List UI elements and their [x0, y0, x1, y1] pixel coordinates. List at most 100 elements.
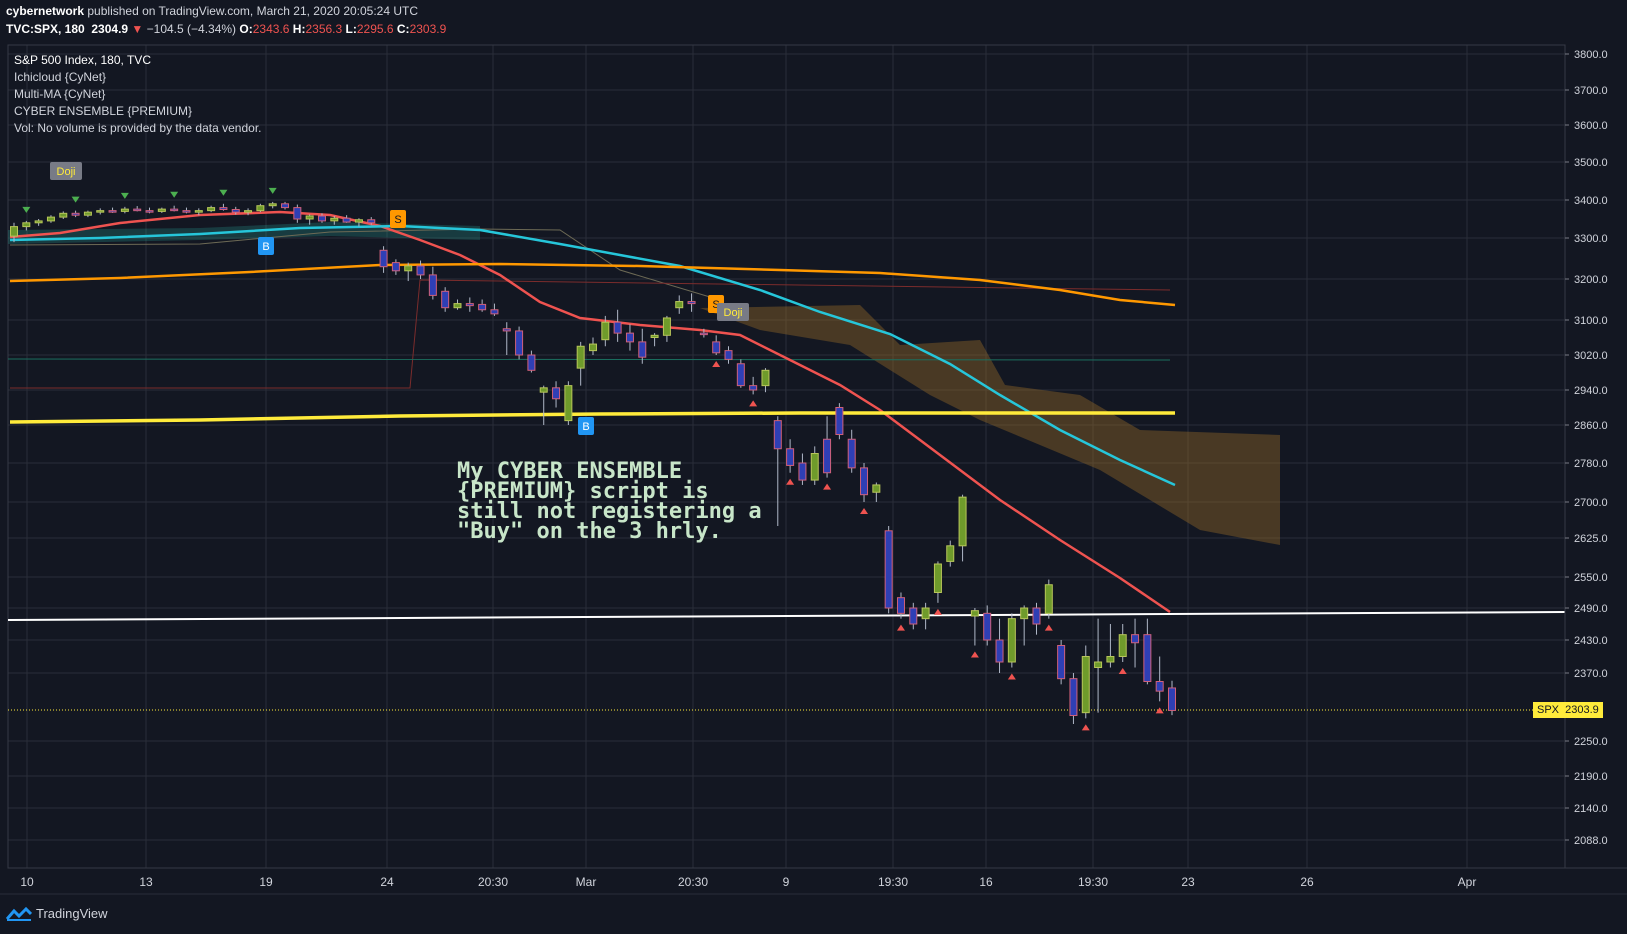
- candle-body: [170, 208, 179, 212]
- candle-body: [59, 212, 68, 218]
- sell-count-arrow-icon: [170, 191, 179, 198]
- candle-body: [441, 290, 450, 309]
- candle-body: [219, 207, 228, 211]
- candle-body: [736, 363, 745, 387]
- legend-cyber-ensemble[interactable]: CYBER ENSEMBLE {PREMIUM}: [14, 104, 193, 118]
- candle-body: [1081, 656, 1090, 714]
- sell-signal-label: S: [712, 299, 719, 311]
- candle-body: [552, 387, 561, 400]
- y-tick-label: 3400.0: [1574, 195, 1608, 207]
- candle-body: [773, 420, 782, 450]
- y-tick-label: 3300.0: [1574, 233, 1608, 245]
- candle-body: [416, 265, 425, 276]
- buy-count-arrow-icon: [749, 400, 758, 407]
- buy-count-arrow-icon: [1007, 673, 1016, 680]
- y-tick-label: 2250.0: [1574, 736, 1608, 748]
- brand-name: TradingView: [36, 906, 108, 921]
- y-tick-label: 2700.0: [1574, 497, 1608, 509]
- candle-body: [1168, 687, 1176, 711]
- buy-count-arrow-icon: [970, 651, 979, 658]
- candle-body: [662, 317, 671, 336]
- candle-body: [71, 212, 80, 216]
- doji-badge: [717, 303, 749, 321]
- sell-count-arrow-icon: [71, 196, 80, 203]
- candle-body: [1155, 681, 1164, 692]
- y-tick-label: 3020.0: [1574, 350, 1608, 362]
- candle-body: [527, 354, 536, 371]
- candle-body: [317, 215, 326, 222]
- candle-body: [650, 334, 659, 338]
- y-tick-label: 2860.0: [1574, 420, 1608, 432]
- chart-grid: [7, 44, 1566, 869]
- candle-body: [1057, 645, 1066, 680]
- down-arrow-icon: ▼: [131, 22, 144, 36]
- x-tick-label: 9: [783, 875, 790, 889]
- cloud-brown: [700, 305, 1280, 545]
- y-tick-label: 3600.0: [1574, 120, 1608, 132]
- legend-volume[interactable]: Vol: No volume is provided by the data v…: [14, 121, 262, 135]
- buy-count-arrow-icon: [1044, 624, 1053, 631]
- y-tick-label: 2088.0: [1574, 835, 1608, 847]
- base-line-red: [10, 279, 1171, 389]
- candle-body: [786, 448, 795, 466]
- buy-count-arrow-icon: [1118, 668, 1127, 674]
- candle-body: [613, 321, 622, 334]
- buy-count-arrow-icon: [786, 478, 795, 485]
- candle-body: [810, 453, 819, 481]
- legend-multi-ma[interactable]: Multi-MA {CyNet}: [14, 87, 106, 101]
- last-price-tag: SPX 2303.9: [1533, 702, 1603, 718]
- author-name[interactable]: cybernetwork: [6, 4, 85, 18]
- x-tick-label: 24: [380, 875, 394, 889]
- y-tick-label: 2140.0: [1574, 803, 1608, 815]
- price-change: −104.5 (−4.34%): [146, 22, 237, 36]
- y-tick-label: 3200.0: [1574, 274, 1608, 286]
- candle-body: [231, 209, 240, 213]
- legend-ichicloud[interactable]: Ichicloud {CyNet}: [14, 70, 107, 84]
- candle-body: [256, 205, 265, 212]
- candle-body: [342, 217, 351, 223]
- candles: [10, 201, 1176, 724]
- buy-count-arrow-icon: [1081, 724, 1090, 731]
- sell-signal-badge: [390, 210, 406, 228]
- y-tick-label: 2490.0: [1574, 603, 1608, 615]
- candle-body: [194, 210, 203, 213]
- tradingview-footer[interactable]: TradingView: [6, 906, 108, 921]
- candle-body: [244, 210, 253, 213]
- candle-body: [589, 343, 597, 352]
- candle-body: [305, 215, 314, 220]
- x-tick-label: Apr: [1458, 875, 1477, 889]
- candle-body: [712, 341, 721, 354]
- candle-body: [601, 321, 610, 341]
- annotation-line-4: "Buy" on the 3 hrly.: [457, 519, 722, 544]
- candle-body: [490, 309, 499, 315]
- candle-body: [478, 303, 487, 311]
- candle-body: [120, 208, 129, 212]
- publish-info: cybernetwork published on TradingView.co…: [6, 4, 418, 18]
- candle-body: [502, 328, 511, 332]
- candle-body: [1106, 656, 1115, 663]
- price-tag-symbol: SPX: [1537, 704, 1560, 716]
- doji-label: Doji: [724, 307, 743, 319]
- candle-body: [108, 210, 117, 213]
- candle-body: [453, 303, 462, 309]
- x-tick-label: 19: [259, 875, 273, 889]
- x-tick-label: 19:30: [1078, 875, 1108, 889]
- candle-body: [625, 332, 634, 343]
- candle-body: [1020, 607, 1029, 620]
- candle-body: [34, 220, 43, 224]
- candle-body: [145, 210, 154, 213]
- candle-body: [1044, 584, 1053, 614]
- candle-body: [379, 249, 388, 268]
- candle-body: [293, 207, 302, 220]
- candle-body: [761, 369, 770, 387]
- low-value: 2295.6: [356, 22, 394, 36]
- candle-body: [724, 350, 733, 360]
- buy-count-arrow-icon: [1155, 707, 1164, 714]
- buy-count-arrow-icon: [896, 624, 905, 631]
- candle-body: [933, 563, 942, 593]
- sell-count-arrow-icon: [268, 187, 277, 194]
- legend-series[interactable]: S&P 500 Index, 180, TVC: [14, 53, 151, 67]
- y-tick-label: 3800.0: [1574, 49, 1608, 61]
- y-tick-label: 3100.0: [1574, 315, 1608, 327]
